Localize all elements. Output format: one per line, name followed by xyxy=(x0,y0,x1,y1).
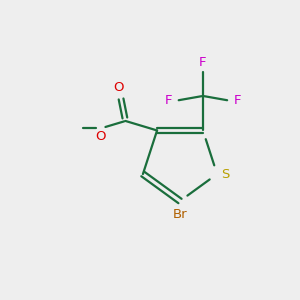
Text: S: S xyxy=(221,168,230,181)
Text: O: O xyxy=(95,130,106,143)
Text: Br: Br xyxy=(173,208,187,221)
Text: O: O xyxy=(114,81,124,94)
Text: F: F xyxy=(199,56,207,68)
Text: F: F xyxy=(165,94,172,107)
Text: F: F xyxy=(234,94,241,107)
